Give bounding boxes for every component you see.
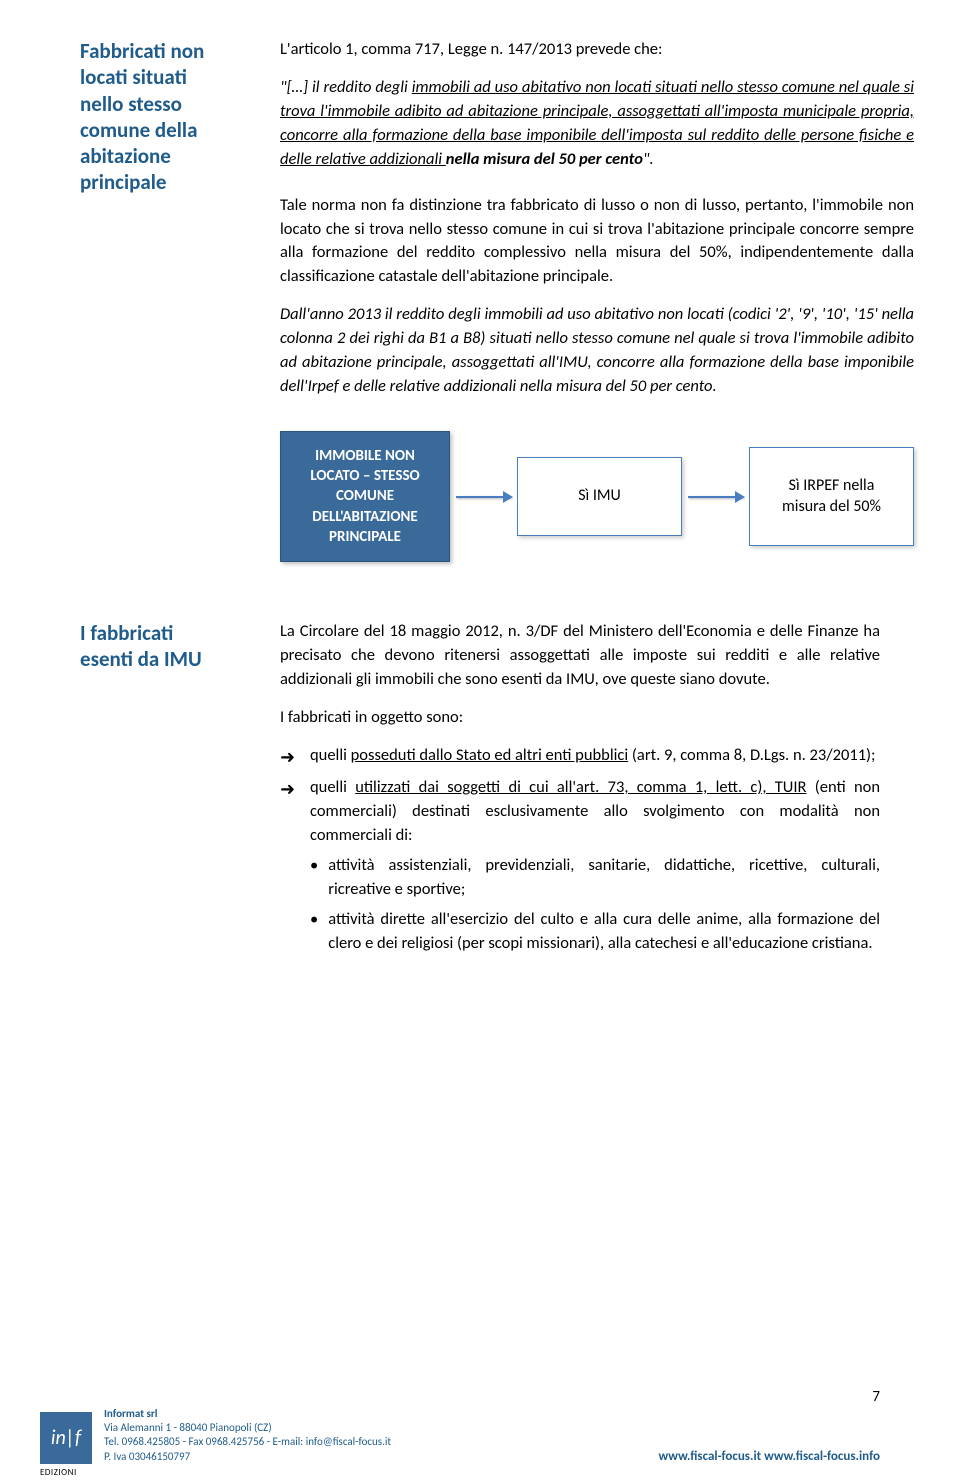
sidebar-line: nello stesso	[80, 91, 182, 117]
bullet-item: ➜ quelli posseduti dallo Stato ed altri …	[280, 744, 880, 770]
flow-label: DELL'ABITAZIONE	[312, 508, 417, 526]
para-4: La Circolare del 18 maggio 2012, n. 3/DF…	[280, 620, 880, 692]
sidebar-line: locati situati	[80, 64, 187, 90]
bullet-dot-icon: •	[310, 908, 318, 956]
sub-bullet: • attività dirette all'esercizio del cul…	[310, 908, 880, 956]
sidebar-line: abitazione	[80, 143, 171, 169]
flow-label: Sì IRPEF nella	[789, 476, 875, 495]
flow-label: LOCATO – STESSO	[310, 467, 419, 485]
publisher-logo: in|f EDIZIONI	[40, 1412, 92, 1464]
text-underline: utilizzati dai soggetti di cui all'art. …	[355, 777, 806, 797]
sidebar-heading-2: I fabbricati esenti da IMU	[80, 620, 260, 961]
para-3: Dall'anno 2013 il reddito degli immobili…	[280, 303, 914, 399]
para-quote: "[…] il reddito degli immobili ad uso ab…	[280, 76, 914, 172]
main-content-2: La Circolare del 18 maggio 2012, n. 3/DF…	[280, 620, 880, 961]
company-vat: P. Iva 03046150797	[104, 1450, 391, 1464]
flow-label: Sì IMU	[578, 486, 621, 505]
sub-bullet: • attività assistenziali, previdenziali,…	[310, 854, 880, 902]
text: (art. 9, comma 8, D.Lgs. n. 23/2011);	[628, 745, 875, 765]
flow-label: COMUNE	[336, 487, 394, 505]
quote-text: "[…] il reddito degli	[280, 77, 412, 97]
sub-bullet-text: attività dirette all'esercizio del culto…	[328, 908, 880, 956]
para-5: I fabbricati in oggetto sono:	[280, 706, 880, 730]
footer-company-info: Informat srl Via Alemanni 1 - 88040 Pian…	[104, 1407, 391, 1464]
bullet-text: quelli posseduti dallo Stato ed altri en…	[310, 744, 875, 770]
flow-label: PRINCIPALE	[329, 528, 401, 546]
quote-end: ".	[643, 149, 654, 169]
flow-box-source: IMMOBILE NON LOCATO – STESSO COMUNE DELL…	[280, 431, 450, 562]
bullet-text: quelli utilizzati dai soggetti di cui al…	[310, 776, 880, 848]
sidebar-line: I fabbricati	[80, 620, 173, 646]
quote-bold: nella misura del 50 per cento	[446, 149, 643, 169]
para-lead: L'articolo 1, comma 717, Legge n. 147/20…	[280, 38, 914, 62]
arrow-icon	[688, 496, 743, 498]
flow-box-result: Sì IRPEF nella misura del 50%	[749, 447, 914, 547]
footer-websites: www.fiscal-focus.it www.fiscal-focus.inf…	[659, 1449, 880, 1464]
sidebar-line: principale	[80, 169, 166, 195]
flow-box-middle: Sì IMU	[517, 457, 682, 536]
sidebar-line: comune della	[80, 117, 197, 143]
text: quelli	[310, 777, 355, 797]
flow-label: IMMOBILE NON	[315, 447, 415, 465]
logo-text: in|f	[51, 1426, 81, 1450]
sidebar-line: Fabbricati non	[80, 38, 204, 64]
main-content: L'articolo 1, comma 717, Legge n. 147/20…	[280, 38, 914, 602]
company-contact: Tel. 0968.425805 - Fax 0968.425756 - E-m…	[104, 1435, 391, 1449]
edizioni-label: EDIZIONI	[40, 1467, 77, 1478]
flowchart: IMMOBILE NON LOCATO – STESSO COMUNE DELL…	[280, 431, 914, 562]
arrow-icon	[456, 496, 511, 498]
para-2: Tale norma non fa distinzione tra fabbri…	[280, 194, 914, 290]
arrow-right-icon: ➜	[280, 744, 298, 770]
arrow-right-icon: ➜	[280, 776, 298, 848]
company-name: Informat srl	[104, 1407, 391, 1421]
flow-label: misura del 50%	[782, 497, 881, 516]
page-footer: in|f EDIZIONI Informat srl Via Alemanni …	[0, 1407, 960, 1464]
text-underline: posseduti dallo Stato ed altri enti pubb…	[351, 745, 629, 765]
company-address: Via Alemanni 1 - 88040 Pianopoli (CZ)	[104, 1421, 391, 1435]
sidebar-heading-1: Fabbricati non locati situati nello stes…	[80, 38, 260, 602]
page-number: 7	[872, 1388, 880, 1406]
sub-bullet-text: attività assistenziali, previdenziali, s…	[328, 854, 880, 902]
sidebar-line: esenti da IMU	[80, 646, 202, 672]
bullet-dot-icon: •	[310, 854, 318, 902]
text: quelli	[310, 745, 351, 765]
bullet-item: ➜ quelli utilizzati dai soggetti di cui …	[280, 776, 880, 848]
